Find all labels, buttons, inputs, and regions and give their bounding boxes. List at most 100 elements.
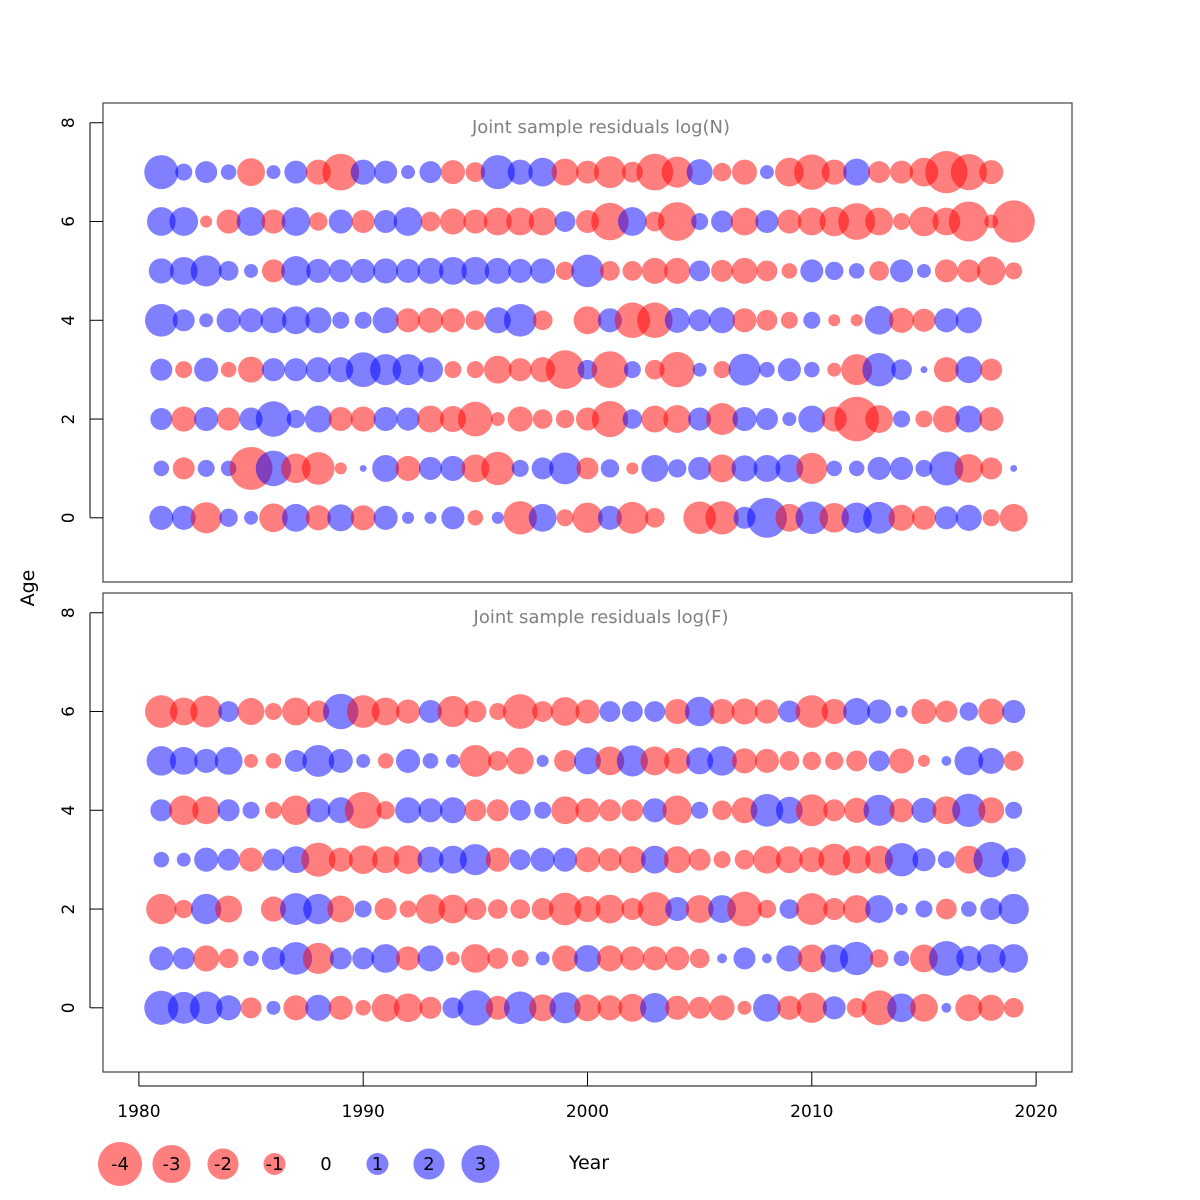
residual-bubble (826, 460, 843, 477)
residual-bubble (863, 501, 896, 534)
residual-bubble (934, 308, 959, 333)
residual-bubble (401, 165, 416, 180)
residual-bubble (575, 160, 600, 184)
residual-bubble (418, 456, 443, 480)
residual-bubble (348, 845, 378, 875)
residual-bubble (535, 951, 550, 966)
residual-bubble (174, 899, 193, 919)
residual-bubble (777, 995, 802, 1020)
residual-bubble (803, 311, 821, 329)
residual-bubble (370, 354, 402, 386)
residual-bubble (440, 308, 465, 333)
residual-bubble (306, 798, 331, 823)
residual-bubble (688, 456, 712, 480)
residual-bubble (301, 842, 336, 877)
residual-bubble (782, 412, 797, 426)
residual-bubble (189, 991, 223, 1025)
residual-bubble (911, 698, 937, 725)
residual-bubble (237, 158, 265, 187)
residual-bubble (948, 201, 989, 242)
residual-bubble (834, 396, 879, 442)
residual-bubble (465, 310, 486, 331)
residual-bubble (371, 993, 400, 1022)
residual-bubble (917, 754, 930, 767)
residual-bubble (637, 892, 672, 927)
residual-bubble (912, 848, 936, 872)
residual-bubble (686, 747, 714, 775)
residual-bubble (395, 797, 422, 824)
residual-bubble (750, 793, 784, 827)
y-tick-label: 8 (59, 607, 79, 618)
residual-bubble (911, 505, 937, 530)
residual-bubble (980, 457, 1003, 480)
residual-bubble (707, 746, 737, 776)
residual-bubble (999, 503, 1028, 532)
residual-bubble (846, 750, 868, 772)
residual-bubble (641, 405, 669, 433)
residual-bubble (396, 407, 420, 431)
residual-bubble (823, 799, 846, 822)
residual-bubble (952, 793, 986, 827)
x-tick-label: 2020 (1014, 1102, 1057, 1122)
residual-bubble (663, 846, 691, 874)
residual-bubble (491, 511, 504, 524)
residual-bubble (920, 366, 928, 374)
legend-item: 0 (320, 1154, 331, 1175)
legend-item: -4 (98, 1142, 142, 1186)
residual-bubble (574, 747, 601, 775)
residual-bubble (266, 165, 281, 180)
residual-bubble (220, 361, 237, 378)
residual-bubble (530, 847, 555, 872)
residual-bubble (284, 358, 308, 382)
residual-bubble (503, 991, 537, 1025)
residual-bubble (929, 451, 964, 486)
residual-bubble (595, 894, 625, 924)
residual-bubble (372, 846, 400, 874)
residual-bubble (328, 406, 353, 432)
residual-bubble (281, 207, 311, 236)
legend-bubble (98, 1142, 142, 1186)
residual-bubble (711, 210, 734, 233)
residual-bubble (640, 746, 670, 776)
x-tick-label: 1990 (342, 1102, 385, 1122)
residual-bubble (528, 503, 557, 532)
legend-label: 1 (372, 1154, 383, 1175)
residual-bubble (545, 350, 585, 390)
residual-bubble (281, 697, 310, 726)
residual-bubble (199, 313, 214, 328)
residual-bubble (507, 159, 533, 185)
residual-bubble (644, 507, 665, 528)
residual-bubble (418, 798, 443, 823)
legend-label: 3 (475, 1154, 486, 1175)
residual-bubble (218, 948, 239, 969)
residual-bubble (684, 696, 715, 727)
residual-bubble (706, 403, 739, 435)
residual-bubble (238, 847, 264, 872)
residual-bubble (889, 456, 914, 480)
residual-bubble (688, 309, 711, 332)
residual-bubble (328, 847, 353, 872)
residual-bubble (190, 502, 222, 534)
residual-bubble (731, 797, 758, 824)
residual-bubble (935, 700, 958, 723)
residual-bubble (487, 947, 509, 969)
residual-bubble (243, 950, 259, 967)
residual-bubble (322, 153, 360, 191)
residual-bubble (1010, 464, 1018, 472)
y-tick-label: 6 (59, 216, 79, 227)
residual-bubble (283, 995, 309, 1021)
residual-bubble (148, 258, 174, 284)
residual-bubble (355, 1000, 371, 1016)
residual-bubble (867, 699, 892, 724)
residual-bubble (419, 161, 442, 184)
residual-bubble (644, 359, 665, 380)
residual-bubble (884, 842, 919, 877)
residual-bubble (393, 845, 423, 875)
legend-item: -1 (263, 1153, 286, 1175)
residual-bubble (242, 801, 260, 819)
residual-bubble (217, 848, 240, 871)
x-tick-label: 2000 (566, 1102, 609, 1122)
residual-bubble (665, 995, 690, 1020)
residual-bubble (220, 164, 237, 180)
